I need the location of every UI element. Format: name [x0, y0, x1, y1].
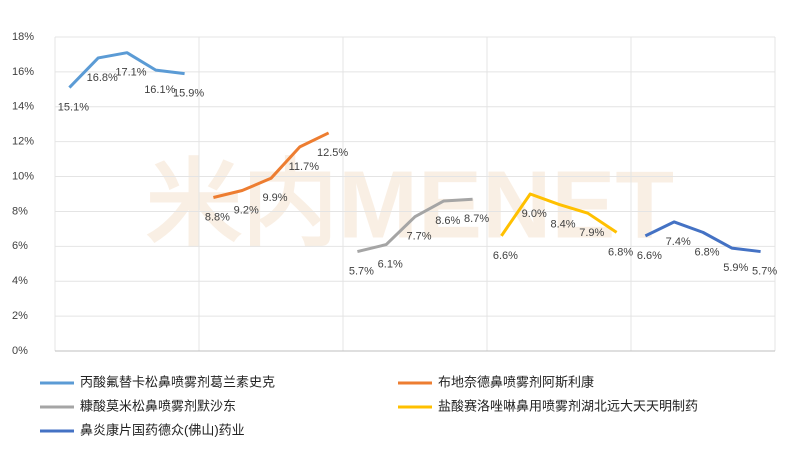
data-label: 6.6% — [493, 250, 518, 262]
data-label: 6.6% — [637, 250, 662, 262]
legend-label: 丙酸氟替卡松鼻喷雾剂葛兰素史克 — [80, 374, 275, 389]
series-line — [213, 131, 330, 199]
data-label: 9.9% — [262, 192, 287, 204]
y-tick-label: 8% — [12, 205, 28, 217]
data-label: 6.8% — [694, 246, 719, 258]
data-label: 7.9% — [579, 227, 604, 239]
data-label: 5.7% — [349, 265, 374, 277]
y-tick-label: 10% — [12, 170, 34, 182]
y-tick-label: 12% — [12, 136, 34, 148]
y-tick-label: 4% — [12, 275, 28, 287]
data-label: 15.1% — [58, 101, 89, 113]
data-label: 8.6% — [435, 215, 460, 227]
y-tick-label: 6% — [12, 240, 28, 252]
data-label: 15.9% — [173, 88, 204, 100]
data-label: 16.1% — [144, 84, 175, 96]
data-label: 11.7% — [289, 161, 320, 173]
y-tick-label: 16% — [12, 66, 34, 78]
data-label: 6.8% — [608, 246, 633, 258]
legend-label: 布地奈德鼻喷雾剂阿斯利康 — [438, 374, 594, 389]
legend-label: 糠酸莫米松鼻喷雾剂默沙东 — [80, 398, 236, 413]
y-tick-label: 0% — [12, 345, 28, 357]
series-line — [357, 197, 473, 254]
data-label: 6.1% — [378, 258, 403, 270]
legend-label: 盐酸赛洛唑啉鼻用喷雾剂湖北远大天天明制药 — [438, 398, 698, 413]
series-line — [68, 51, 185, 89]
data-label: 12.5% — [317, 147, 348, 159]
data-label: 17.1% — [115, 67, 146, 79]
data-label: 5.7% — [752, 265, 777, 277]
y-tick-label: 2% — [12, 310, 28, 322]
data-label: 8.4% — [550, 218, 575, 230]
data-label: 5.9% — [723, 262, 748, 274]
data-label: 7.7% — [406, 231, 431, 243]
y-tick-label: 14% — [12, 101, 34, 113]
series-line — [500, 192, 618, 237]
data-label: 9.0% — [522, 208, 547, 220]
data-label: 8.7% — [464, 213, 489, 225]
data-label: 8.8% — [205, 211, 230, 223]
data-label: 9.2% — [234, 204, 259, 216]
data-label: 16.8% — [87, 72, 118, 84]
legend-label: 鼻炎康片国药德众(佛山)药业 — [80, 422, 245, 437]
series-line — [644, 220, 761, 254]
y-tick-label: 18% — [12, 31, 34, 43]
watermark: 米内MENET — [146, 151, 674, 258]
data-label: 7.4% — [666, 236, 691, 248]
